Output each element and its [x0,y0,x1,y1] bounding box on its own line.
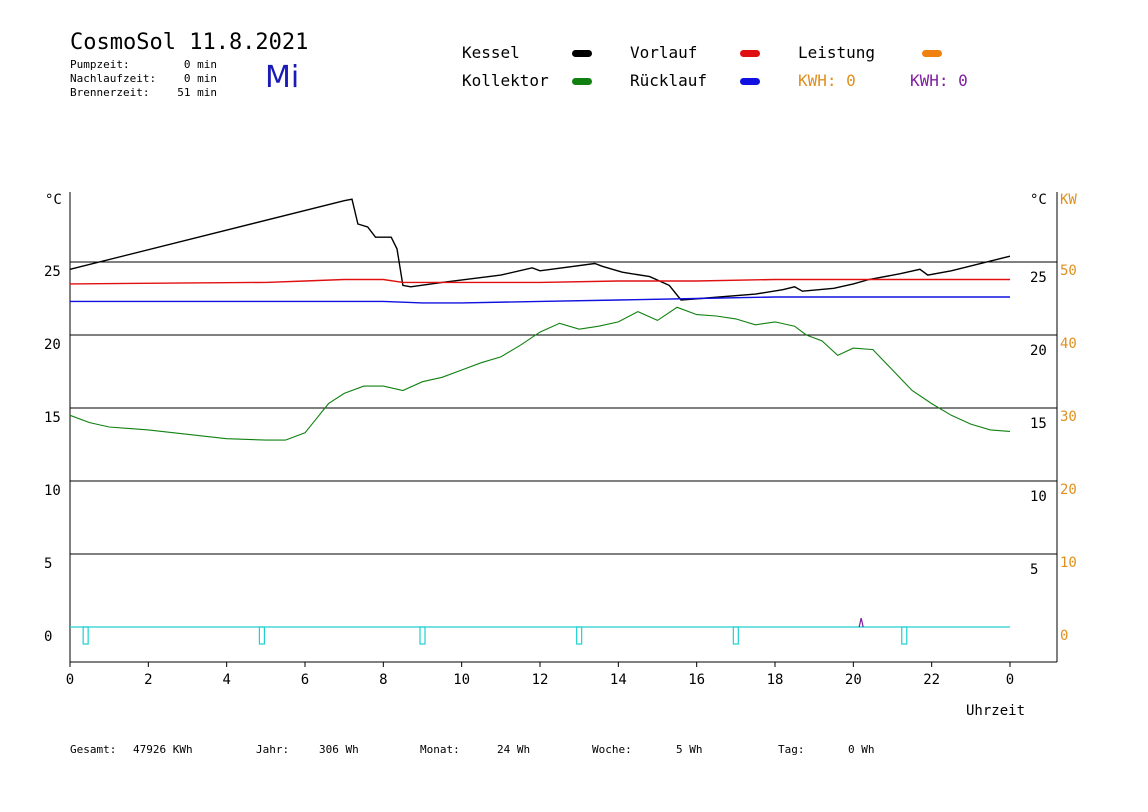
x-tick-1: 2 [144,672,152,688]
weekday-label: Mi [265,60,300,95]
pump-pulse-1 [258,626,266,645]
x-tick-4: 8 [379,672,387,688]
right-power-tick-20: 20 [1060,482,1077,498]
left-tick-15: 15 [44,410,61,426]
right-power-tick-0: 0 [1060,628,1068,644]
x-tick-12: 0 [1006,672,1014,688]
series-vorlauf [69,278,1010,285]
legend-vorlauf-label: Vorlauf [630,43,698,62]
left-tick-0: 0 [44,629,52,645]
nachlaufzeit-value: 0 min [183,72,217,85]
monat-value: 24 Wh [497,743,531,756]
tag-value: 0 Wh [848,743,875,756]
gesamt-value: 47926 KWh [133,743,193,756]
right-temp-tick-25: 25 [1030,270,1047,286]
right-axis-power-unit: KW [1060,192,1077,208]
x-tick-5: 10 [453,672,470,688]
right-temp-tick-10: 10 [1030,489,1047,505]
left-tick-10: 10 [44,483,61,499]
series-kessel [69,198,1011,301]
right-power-tick-50: 50 [1060,263,1077,279]
x-tick-10: 20 [845,672,862,688]
right-power-tick-30: 30 [1060,409,1077,425]
kwh-orange-readout: KWH: 0 [798,71,856,90]
legend-kessel-swatch [572,50,592,57]
pump-pulse-4 [732,626,739,645]
x-tick-6: 12 [532,672,549,688]
left-tick-20: 20 [44,337,61,353]
right-axis-temp-unit: °C [1030,192,1047,208]
gesamt-label: Gesamt: [70,743,117,756]
kwh-purple-readout: KWH: 0 [910,71,968,90]
pumpzeit-label: Pumpzeit: [70,58,130,71]
legend-vorlauf-swatch [740,50,760,57]
x-tick-8: 16 [688,672,705,688]
right-temp-tick-5: 5 [1030,562,1038,578]
brennerzeit-value: 51 min [177,86,217,99]
legend-kessel-label: Kessel [462,43,520,62]
left-axis-unit: °C [45,192,62,208]
x-tick-0: 0 [66,672,74,688]
right-temp-tick-20: 20 [1030,343,1047,359]
pump-pulse-3 [576,626,583,645]
woche-label: Woche: [592,743,632,756]
x-tick-11: 22 [923,672,940,688]
left-tick-5: 5 [44,556,52,572]
series-ruecklauf [70,296,1010,304]
legend-kollektor-label: Kollektor [462,71,549,90]
legend-kollektor-swatch [572,78,592,85]
jahr-value: 306 Wh [319,743,359,756]
legend-leistung-label: Leistung [798,43,876,62]
right-power-tick-10: 10 [1060,555,1077,571]
legend-ruecklauf-swatch [740,78,760,85]
legend-ruecklauf-label: Rücklauf [630,71,708,90]
x-tick-2: 4 [222,672,230,688]
monat-label: Monat: [420,743,460,756]
pump-pulse-0 [82,626,89,645]
left-tick-25: 25 [44,264,61,280]
legend-leistung-swatch [922,50,942,57]
chart-title: CosmoSol 11.8.2021 [70,30,309,55]
x-tick-7: 14 [610,672,627,688]
brennerzeit-label: Brennerzeit: [70,86,150,99]
tag-label: Tag: [778,743,805,756]
series-kollektor [69,306,1011,441]
woche-value: 5 Wh [676,743,703,756]
jahr-label: Jahr: [256,743,290,756]
pumpzeit-value: 0 min [183,58,217,71]
x-tick-9: 18 [767,672,784,688]
pump-pulse-2 [419,626,426,645]
right-power-tick-40: 40 [1060,336,1077,352]
nachlaufzeit-label: Nachlaufzeit: [70,72,157,85]
power-spike [858,617,864,628]
x-tick-3: 6 [301,672,309,688]
right-temp-tick-15: 15 [1030,416,1047,432]
x-axis-label: Uhrzeit [966,703,1025,719]
pump-pulse-5 [901,626,908,645]
